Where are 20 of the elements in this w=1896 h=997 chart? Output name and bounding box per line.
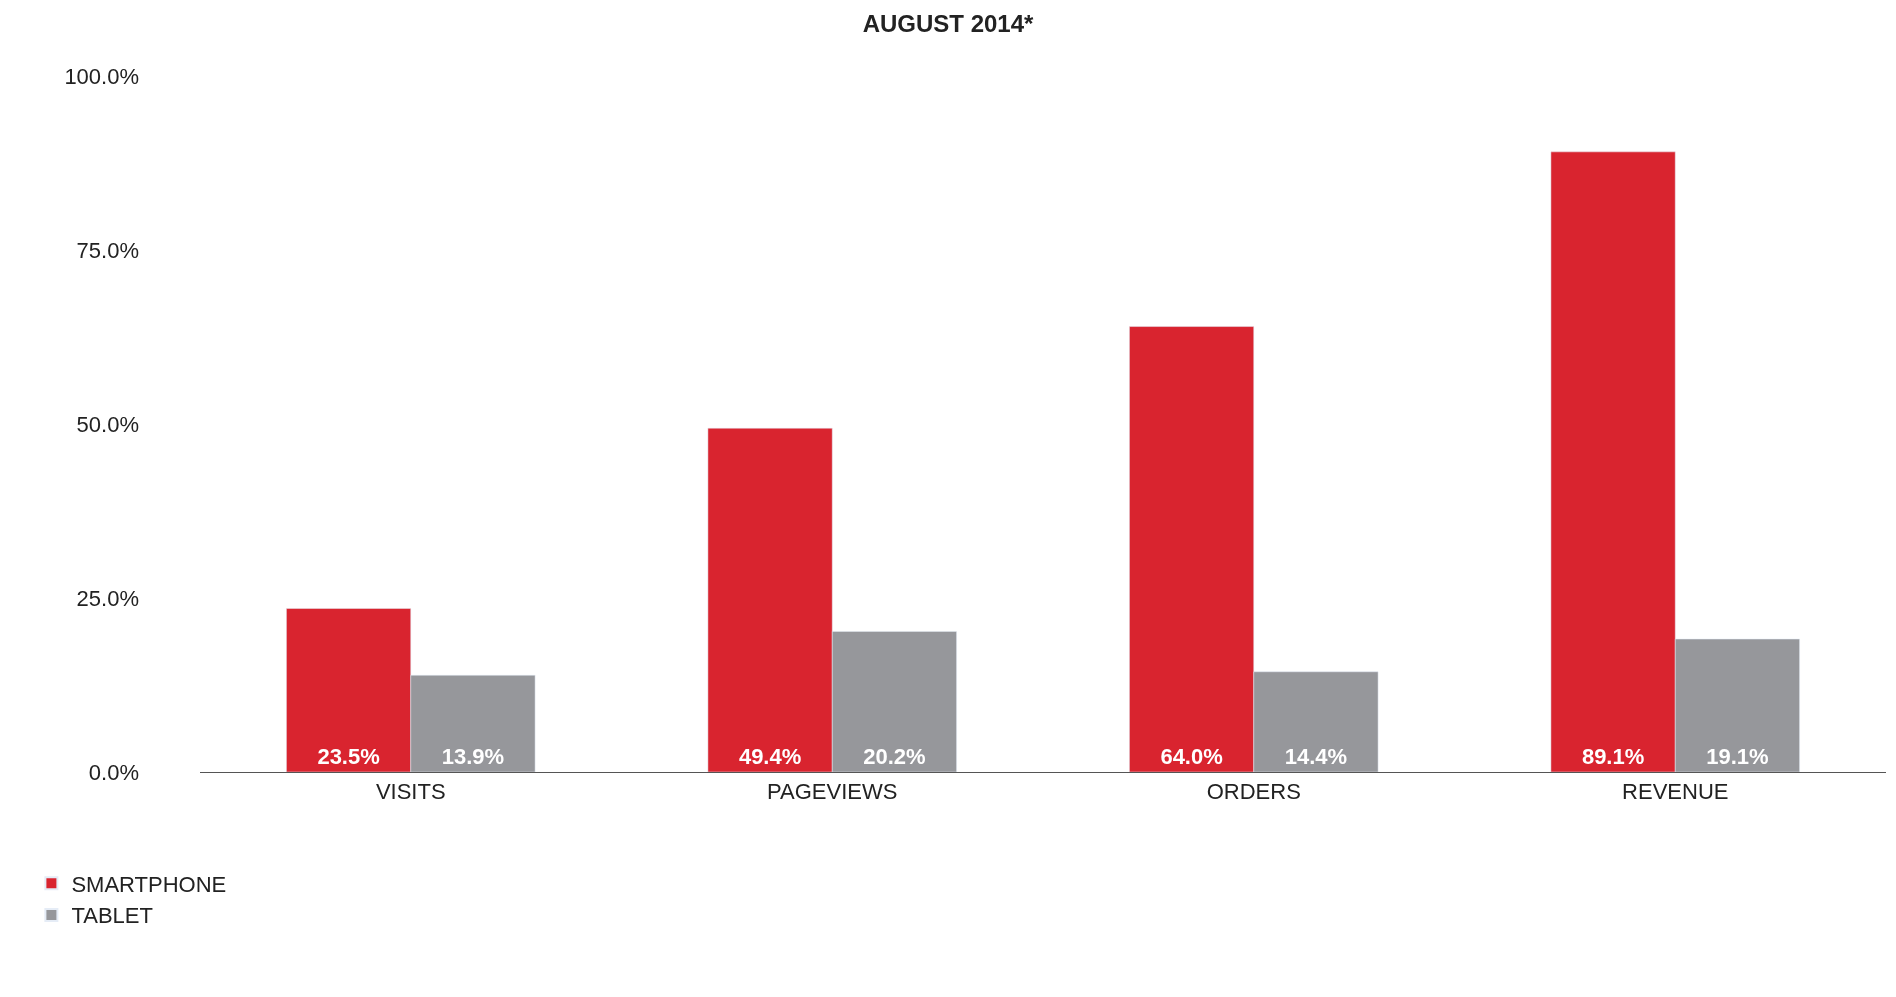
x-tick-label: PAGEVIEWS <box>767 779 898 805</box>
data-label: 89.1% <box>1581 744 1645 769</box>
data-label: 19.1% <box>1706 744 1769 769</box>
chart-title: AUGUST 2014* <box>862 9 1035 37</box>
legend-label: SMARTPHONE <box>71 871 227 897</box>
legend-label: TABLET <box>71 903 153 929</box>
data-label: 20.2% <box>863 744 926 769</box>
y-tick-label: 75.0% <box>76 237 139 263</box>
data-label: 23.5% <box>317 744 380 769</box>
y-tick-label: 0.0% <box>88 759 139 785</box>
y-tick-label: 100.0% <box>64 63 139 89</box>
x-tick-label: ORDERS <box>1206 779 1301 805</box>
data-label: 64.0% <box>1160 744 1223 769</box>
x-tick-label: VISITS <box>375 779 446 805</box>
data-label: 13.9% <box>441 744 505 769</box>
y-tick-label: 25.0% <box>76 585 139 611</box>
data-label: 14.4% <box>1284 744 1348 769</box>
x-tick-label: REVENUE <box>1622 779 1729 805</box>
data-label: 49.4% <box>738 744 802 769</box>
y-tick-label: 50.0% <box>76 411 139 437</box>
